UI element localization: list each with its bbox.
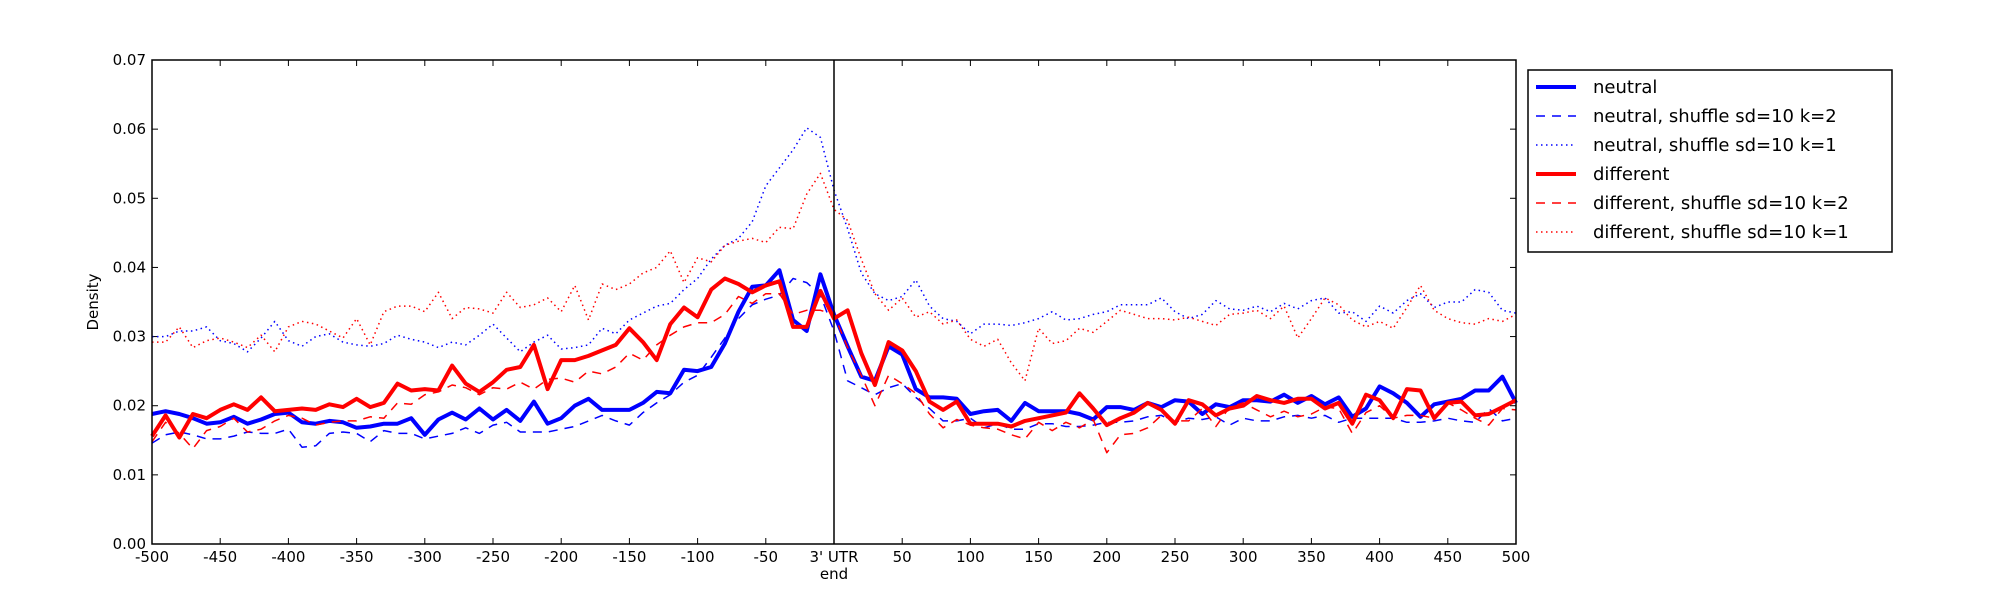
x-tick-label: 300 [1229, 548, 1258, 566]
x-tick-label: 500 [1502, 548, 1531, 566]
x-tick-label: -500 [135, 548, 169, 566]
y-tick-label: 0.06 [113, 120, 146, 138]
x-tick-label: -400 [271, 548, 305, 566]
x-tick-label: -100 [681, 548, 715, 566]
x-tick-sublabel: end [820, 565, 848, 583]
legend-label: neutral, shuffle sd=10 k=2 [1593, 106, 1837, 127]
legend-label: different, shuffle sd=10 k=1 [1593, 222, 1849, 243]
series-line-5 [152, 172, 1517, 382]
legend-label: neutral [1593, 77, 1657, 98]
y-tick-label: 0.05 [113, 189, 146, 207]
x-tick-label: -150 [612, 548, 646, 566]
x-tick-label: 150 [1024, 548, 1053, 566]
x-tick-label: 3' UTR [810, 548, 859, 566]
x-tick-label: 200 [1092, 548, 1121, 566]
x-tick-label: -450 [203, 548, 237, 566]
y-axis-label: Density [84, 273, 102, 330]
legend-label: different [1593, 164, 1669, 185]
x-tick-label: 350 [1297, 548, 1326, 566]
y-tick-label: 0.04 [113, 258, 146, 276]
x-tick-label: -350 [340, 548, 374, 566]
x-tick-label: 400 [1365, 548, 1394, 566]
legend-label: different, shuffle sd=10 k=2 [1593, 193, 1849, 214]
y-tick-label: 0.01 [113, 466, 146, 484]
legend: neutral neutral, shuffle sd=10 k=2 neutral… [1527, 69, 1893, 253]
x-tick-label: -200 [544, 548, 578, 566]
x-tick-label: 100 [956, 548, 985, 566]
x-tick-label: 450 [1433, 548, 1462, 566]
axis-ticks: -500 -450 -400 -350 -300 -250 -200 -150 -100 -50 3… [113, 51, 1531, 583]
y-tick-label: 0.00 [113, 535, 146, 553]
y-tick-label: 0.02 [113, 397, 146, 415]
x-tick-label: 250 [1161, 548, 1190, 566]
x-tick-label: -50 [754, 548, 779, 566]
legend-box [1527, 69, 1893, 253]
y-tick-label: 0.07 [113, 51, 146, 69]
x-tick-label: 50 [893, 548, 912, 566]
x-tick-label: -250 [476, 548, 510, 566]
x-tick-label: -300 [408, 548, 442, 566]
plot-frame [151, 59, 1517, 545]
legend-label: neutral, shuffle sd=10 k=1 [1593, 135, 1837, 156]
y-tick-label: 0.03 [113, 328, 146, 346]
